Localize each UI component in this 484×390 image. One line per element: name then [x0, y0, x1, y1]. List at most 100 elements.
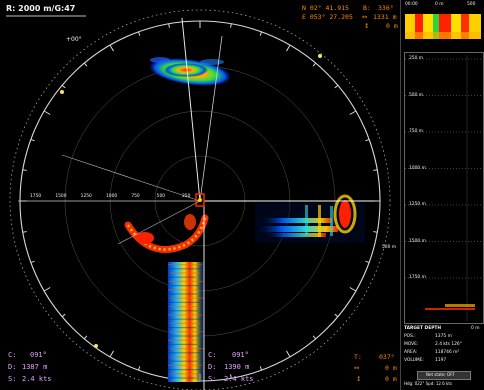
ring-tick	[230, 23, 232, 28]
range-tick-label: 1500	[55, 194, 67, 199]
left-course-label: C:	[8, 351, 17, 359]
echo-stripe	[169, 343, 197, 345]
info-row-label: MOVE:	[404, 342, 419, 347]
ring-tick	[334, 313, 339, 318]
echo-left	[124, 214, 209, 253]
echo-stripe	[169, 293, 197, 295]
echo-stripe	[170, 348, 204, 350]
depth-echogram[interactable]: 250 m 500 m 750 m 1000 m 1250 m 1500 m 1750 m	[404, 52, 484, 324]
ring-tick	[22, 169, 27, 171]
info-row-value: 118746 m²	[435, 350, 460, 355]
ring-tick	[61, 313, 66, 318]
range-icon: ↔	[362, 13, 368, 21]
ring-tick	[312, 335, 317, 340]
echo-stripe	[168, 352, 200, 354]
ring-tick	[259, 31, 263, 36]
range-label: R: 2000 m/G:47	[6, 4, 76, 13]
echo-stripe	[170, 297, 204, 299]
info-row-label: AREA:	[404, 350, 418, 355]
echo-stripe	[168, 314, 202, 316]
target-line2-value: 0 m	[385, 364, 397, 372]
ring-tick	[259, 366, 263, 371]
echo-right	[255, 194, 365, 243]
sonar-display[interactable]: R: 2000 m/G:47 +00° N 02° 41.915 B: 336°…	[0, 0, 400, 390]
right-distance-value: 1390 m	[224, 363, 250, 371]
ship-marker	[195, 193, 205, 207]
ring-tick	[30, 260, 35, 264]
ring-tick	[61, 84, 66, 89]
echogram-color-strip	[405, 14, 481, 39]
echo-stripe	[170, 322, 200, 324]
echo-stripe	[170, 285, 202, 287]
range-tick-label: 500	[156, 194, 166, 199]
ring-tick	[230, 374, 232, 379]
ring-tick	[349, 287, 357, 292]
depth-tick-label: 1250 m	[409, 202, 426, 207]
tilt-readout: +00°	[66, 36, 82, 43]
echo-stripe	[170, 360, 198, 362]
echo-stripe	[168, 327, 196, 329]
bearing-label: B:	[363, 4, 371, 12]
latitude: N 02° 41.915	[302, 4, 349, 12]
left-distance-label: D:	[8, 363, 17, 371]
ring-tick	[137, 31, 141, 36]
target-range-icon: ↔	[354, 364, 360, 372]
info-row-label: POS.:	[404, 334, 416, 339]
ring-tick	[334, 84, 339, 89]
left-speed-value: 2.4 kts	[22, 375, 52, 383]
ring-tick	[373, 169, 378, 171]
left-speed-label: S:	[8, 375, 17, 383]
net-state-button[interactable]: Net state: OFF	[417, 371, 471, 380]
ring-tick	[349, 110, 357, 115]
right-distance-label: D:	[208, 363, 217, 371]
echo-stripe	[168, 377, 196, 379]
status-line: Hdg: 022° Spd: 12.6 kts	[404, 381, 452, 386]
range-tick-label: 1000	[106, 194, 118, 199]
ring-tick	[43, 110, 51, 115]
depth-tick-label: 1750 m	[409, 275, 426, 280]
range-tick-label: 1750	[30, 194, 42, 199]
echo-stripe	[169, 306, 199, 308]
info-title-value: 0 m	[471, 326, 480, 331]
scale-top-mid: 0 m	[435, 2, 444, 7]
echo-stripe	[170, 272, 200, 274]
info-row-value: 2.4 kts 126°	[435, 342, 462, 347]
right-panel: 00:00 0 m 500 250 m 500 m 750 m 1000 m 1250 …	[400, 0, 484, 390]
target-info-panel: TARGET DEPTH 0 m POS.: 1375 m MOVE: 2.4 kts…	[401, 325, 484, 390]
depth-tick-label: 500 m	[409, 92, 424, 98]
echo-stripe	[168, 276, 196, 278]
ring-tick	[83, 62, 88, 67]
echo-stripe	[170, 310, 198, 312]
echo-stripe	[168, 301, 200, 303]
target-line3-value: 0 m	[385, 375, 397, 383]
right-speed-value: 2.4 kts	[224, 375, 254, 383]
ring-tick	[22, 231, 27, 233]
depth-tick-label: 1500 m	[409, 238, 426, 244]
echo-stripe	[169, 331, 203, 333]
left-distance-value: 1387 m	[22, 363, 48, 371]
ring-tick	[43, 287, 51, 292]
ring-tick	[312, 62, 317, 67]
echo-stripe	[169, 280, 203, 282]
ring-tick	[365, 138, 370, 142]
echo-stripe	[168, 339, 198, 341]
info-row-value: 1197	[435, 358, 447, 363]
echo-stripe	[168, 264, 202, 266]
ring-tick	[109, 44, 114, 52]
target-depth-icon: ↕	[356, 375, 362, 383]
echo-stripe	[168, 289, 198, 291]
range-value: 1331 m	[373, 13, 397, 21]
ring-tick	[373, 231, 378, 233]
right-course-label: C:	[208, 351, 217, 359]
echo-stripe	[169, 369, 201, 371]
net-state-label: Net state: OFF	[426, 372, 455, 377]
target-t-value: 037°	[379, 353, 395, 361]
right-range-tick: 500 m	[382, 245, 397, 250]
echo-stripe	[170, 335, 202, 337]
scale-top-right: 500	[467, 2, 476, 7]
range-tick-label: 1250	[80, 194, 92, 199]
ring-tick	[109, 350, 114, 358]
ring-tick	[286, 44, 291, 52]
depth-echogram-graphics	[405, 55, 483, 321]
ring-tick	[365, 260, 370, 264]
